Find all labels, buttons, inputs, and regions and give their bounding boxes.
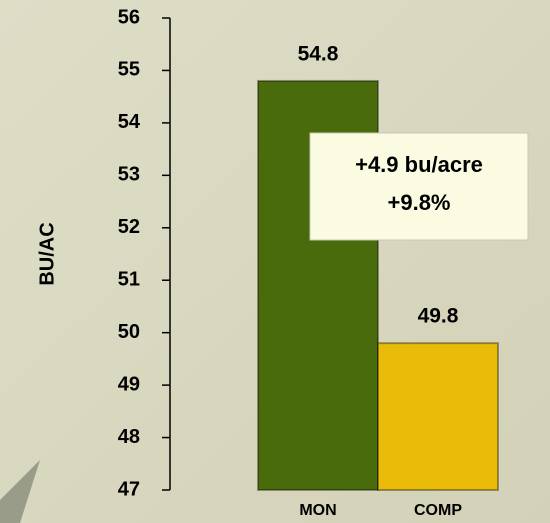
annotation: +9.8% xyxy=(388,190,451,215)
y-tick-label: 49 xyxy=(118,373,140,395)
x-tick-label: COMP xyxy=(414,502,462,519)
data-label: 54.8 xyxy=(298,42,339,65)
x-tick-label: MON xyxy=(299,502,336,519)
annotation: +4.9 bu/acre xyxy=(355,152,483,177)
y-tick-label: 55 xyxy=(118,59,140,81)
annotation-box xyxy=(309,132,529,241)
y-tick-label: 48 xyxy=(118,426,140,448)
y-tick-label: 47 xyxy=(118,478,140,500)
y-tick-label: 50 xyxy=(118,321,140,343)
y-tick-label: 53 xyxy=(118,164,140,186)
decoration xyxy=(0,460,40,523)
y-tick-label: 56 xyxy=(118,6,140,28)
data-label: 49.8 xyxy=(418,305,459,328)
bar xyxy=(377,342,499,491)
y-tick-label: 51 xyxy=(118,269,140,291)
y-tick-label: 52 xyxy=(118,216,140,238)
y-axis-label: BU/AC xyxy=(36,222,58,285)
y-tick-label: 54 xyxy=(118,111,141,133)
